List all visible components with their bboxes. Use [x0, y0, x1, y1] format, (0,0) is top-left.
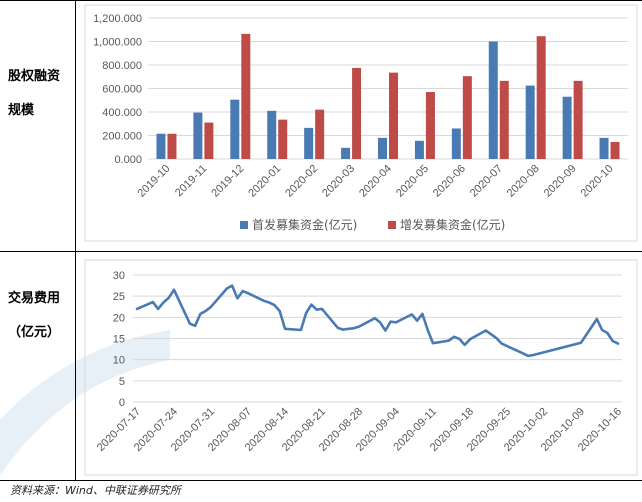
frame-divider	[75, 0, 76, 480]
bar-ipo	[525, 85, 535, 159]
chart-area-border	[84, 259, 638, 476]
row-label-top-line1: 股权融资	[8, 69, 61, 84]
bar-additional	[167, 133, 177, 159]
bar-additional	[241, 33, 251, 159]
frame-bottom	[0, 480, 642, 481]
bar-additional	[425, 92, 435, 159]
bar-ipo	[414, 140, 424, 159]
chart-area-border	[84, 4, 638, 242]
bar-additional	[610, 141, 620, 159]
y-tick-label: 5	[119, 376, 125, 388]
bar-additional	[204, 122, 214, 159]
y-tick-label: 15	[113, 334, 125, 346]
source-note: 资料来源：Wind、中联证券研究所	[10, 484, 181, 497]
bar-ipo	[562, 96, 572, 159]
bar-additional	[573, 80, 583, 159]
y-tick-label: 400.000	[102, 107, 142, 119]
bar-ipo	[488, 41, 498, 159]
y-tick-label: 25	[113, 291, 125, 303]
y-tick-label: 600.000	[102, 84, 142, 96]
bar-ipo	[378, 137, 387, 159]
row-label-equity-financing: 股权融资 规模	[0, 60, 76, 128]
bar-additional	[352, 67, 362, 159]
frame-middle	[0, 251, 642, 252]
row-label-bottom-line2: （亿元）	[8, 325, 61, 340]
y-tick-label: 800.000	[102, 60, 142, 72]
bar-additional	[278, 119, 288, 159]
legend-label: 首发募集资金(亿元)	[252, 217, 357, 232]
row-label-trading-fee: 交易费用 （亿元）	[0, 282, 76, 350]
bar-ipo	[599, 137, 609, 159]
bar-additional	[462, 76, 472, 159]
bar-additional	[389, 72, 398, 159]
bar-ipo	[230, 99, 240, 159]
y-tick-label: 20	[113, 312, 125, 324]
y-tick-label: 10	[113, 355, 125, 367]
y-tick-label: 1,000.000	[93, 37, 142, 49]
bar-ipo	[341, 147, 351, 159]
bar-ipo	[156, 133, 166, 159]
y-tick-label: 0	[119, 397, 125, 409]
row-label-bottom-line1: 交易费用	[8, 291, 61, 306]
bar-ipo	[451, 128, 461, 159]
bar-ipo	[304, 127, 314, 159]
legend-swatch	[240, 221, 248, 229]
legend-swatch	[388, 221, 396, 229]
y-tick-label: 1,200.000	[93, 13, 142, 25]
y-tick-label: 30	[113, 270, 125, 282]
bar-additional	[536, 36, 546, 159]
legend-label: 增发募集资金(亿元)	[400, 217, 505, 232]
bar-additional	[499, 80, 509, 159]
row-label-top-line2: 规模	[8, 103, 35, 118]
y-tick-label: 200.000	[102, 131, 142, 143]
bar-ipo	[267, 110, 277, 159]
series-line-trading-fee	[135, 284, 620, 358]
frame-top	[0, 0, 642, 1]
bar-ipo	[193, 112, 203, 159]
bar-additional	[315, 109, 325, 159]
y-tick-label: 0.000	[114, 154, 142, 166]
